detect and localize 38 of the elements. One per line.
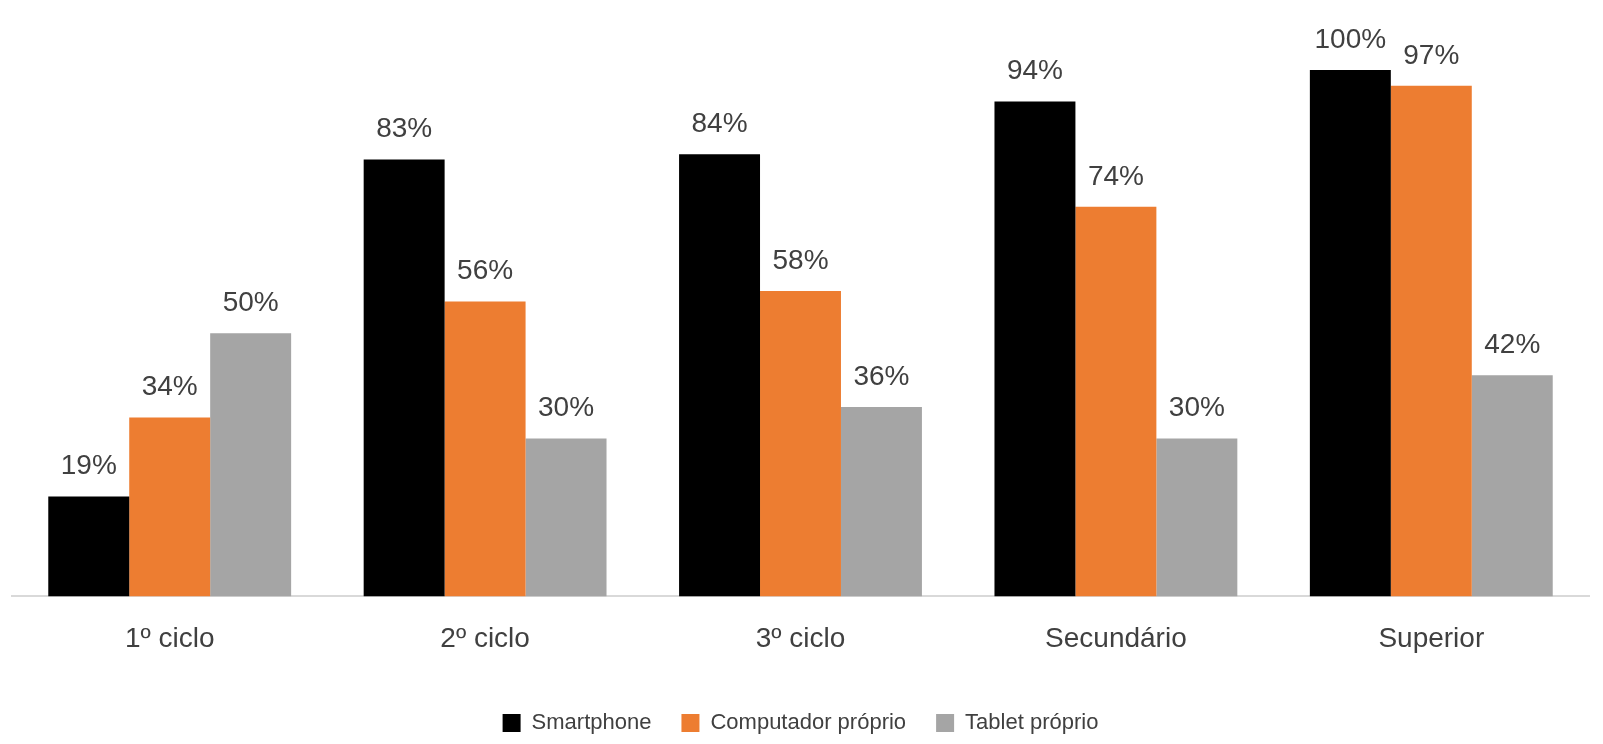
bar bbox=[760, 291, 841, 597]
x-tick-label: 2º ciclo bbox=[440, 621, 530, 653]
bar bbox=[1156, 438, 1238, 597]
data-label: 100% bbox=[1314, 22, 1387, 54]
data-label: 94% bbox=[1006, 54, 1063, 86]
x-tick-label: 3º ciclo bbox=[755, 621, 846, 653]
data-label: 36% bbox=[853, 359, 910, 391]
bar bbox=[48, 496, 130, 597]
data-label: 58% bbox=[772, 243, 829, 275]
data-label: 74% bbox=[1087, 159, 1144, 191]
data-label: 42% bbox=[1484, 328, 1541, 360]
x-tick-label: 1º ciclo bbox=[124, 621, 215, 653]
bar bbox=[1309, 70, 1391, 597]
data-label: 56% bbox=[457, 254, 514, 286]
data-label: 30% bbox=[538, 391, 595, 423]
bar bbox=[525, 438, 607, 597]
bar bbox=[1075, 206, 1157, 597]
data-label: 34% bbox=[141, 370, 198, 402]
bar bbox=[1471, 375, 1553, 597]
bar bbox=[129, 417, 211, 597]
x-tick-label: Superior bbox=[1378, 621, 1485, 653]
data-label: 97% bbox=[1403, 38, 1460, 70]
legend-label: Tablet próprio bbox=[965, 709, 1099, 735]
bar bbox=[994, 101, 1076, 597]
bar bbox=[840, 406, 922, 597]
bar bbox=[363, 159, 445, 597]
data-label: 84% bbox=[691, 106, 748, 138]
bar bbox=[444, 301, 526, 597]
bar bbox=[679, 154, 761, 597]
data-label: 30% bbox=[1168, 391, 1225, 423]
legend-label: Smartphone bbox=[531, 709, 652, 735]
legend-label: Computador próprio bbox=[710, 709, 907, 735]
data-label: 19% bbox=[60, 449, 117, 481]
data-label: 83% bbox=[376, 112, 433, 144]
x-tick-label: Secundário bbox=[1045, 621, 1187, 653]
bar bbox=[210, 333, 292, 597]
data-label: 50% bbox=[222, 285, 279, 317]
bar bbox=[1390, 85, 1472, 597]
